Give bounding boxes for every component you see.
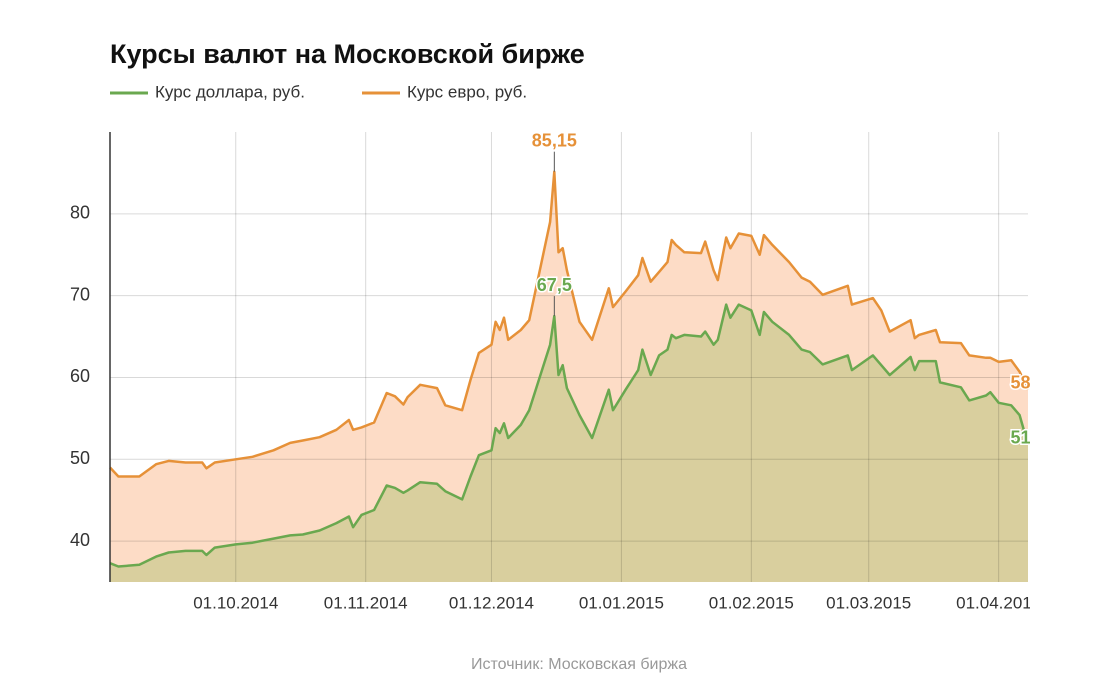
line: [109, 170, 1030, 478]
legend-label: Курс доллара, руб.: [155, 82, 305, 101]
y-tick-label: 50: [70, 448, 90, 468]
x-tick-label: 01.01.2015: [579, 593, 664, 612]
clip-group: 85,15 58,5 67,5 51,8 01.10.2014 01.11.2014 01.…: [193, 129, 1045, 613]
legend-label: Курс евро, руб.: [407, 82, 527, 101]
y-tick-label: 40: [70, 530, 90, 550]
x-tick-label: 01.11.2014: [324, 593, 408, 612]
value-label: 85,15: [532, 130, 577, 150]
x-tick-label: 01.12.2014: [449, 593, 534, 612]
value-label: 51,8: [1010, 427, 1045, 447]
x-tick-label: 01.02.2015: [709, 593, 794, 612]
x-tick-label: 01.10.2014: [193, 593, 278, 612]
area: [110, 304, 1028, 582]
value-label: 58,5: [1010, 372, 1045, 392]
x-tick-label: 01.04.2015: [956, 593, 1041, 612]
line: [109, 303, 1030, 568]
chart-title: Курсы валют на Московской бирже: [110, 39, 585, 69]
y-tick-label: 60: [70, 366, 90, 386]
x-tick-label: 01.03.2015: [826, 593, 911, 612]
y-tick-label: 70: [70, 284, 90, 304]
value-label: 67,5: [537, 275, 572, 295]
source: Источник: Московская биржа: [471, 656, 687, 673]
y-tick-label: 80: [70, 203, 90, 223]
